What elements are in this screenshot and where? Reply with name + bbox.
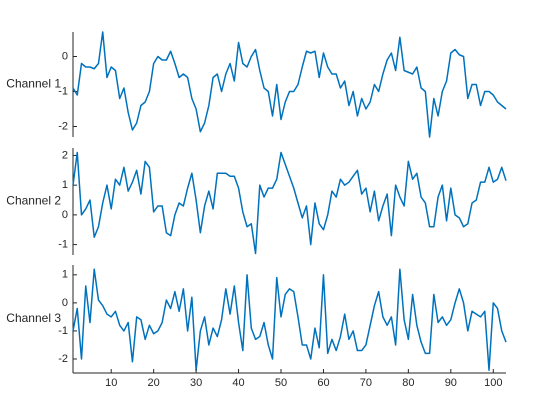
y-tick-label: -1 (58, 325, 68, 337)
y-tick-label: 1 (62, 269, 68, 281)
y-tick-label: -2 (58, 120, 68, 132)
y-tick-label: 0 (62, 297, 68, 309)
x-tick-label: 10 (105, 377, 117, 389)
x-tick-label: 100 (484, 377, 502, 389)
x-tick-label: 80 (402, 377, 414, 389)
panel-label: Channel 2 (6, 194, 61, 208)
y-tick-label: 2 (62, 149, 68, 161)
panel-label: Channel 3 (6, 311, 61, 325)
line-series (72, 268, 507, 371)
y-tick-label: -1 (58, 85, 68, 97)
x-tick-label: 30 (190, 377, 202, 389)
x-tick-label: 20 (148, 377, 160, 389)
y-tick-label: -1 (58, 239, 68, 251)
y-tick-label: 1 (62, 179, 68, 191)
panel-label: Channel 1 (6, 77, 61, 91)
line-series (72, 151, 507, 255)
x-tick-label: 90 (445, 377, 457, 389)
line-series (72, 31, 507, 138)
x-tick-label: 60 (317, 377, 329, 389)
y-tick-label: -2 (58, 353, 68, 365)
y-tick-label: 0 (62, 209, 68, 221)
x-tick-label: 40 (232, 377, 244, 389)
x-tick-label: 50 (275, 377, 287, 389)
y-tick-label: 0 (62, 50, 68, 62)
x-tick-label: 70 (360, 377, 372, 389)
